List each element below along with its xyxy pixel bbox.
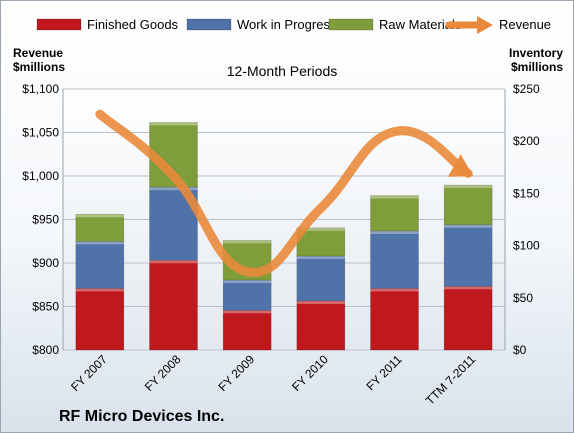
legend-swatch-raw-materials: [328, 18, 374, 31]
left-tick-label: $850: [32, 300, 59, 314]
bar-raw-materials-ttm-7-2011: [443, 184, 493, 226]
left-tick-label: $1,050: [22, 126, 59, 140]
bar-raw-materials-fy-2007: [75, 213, 125, 242]
bar-highlight: [149, 260, 198, 264]
bar-finished-goods-fy-2010: [296, 300, 346, 351]
right-axis-title-line1: Inventory: [509, 46, 563, 60]
left-tick-label: $800: [32, 343, 59, 357]
x-tick-label-ttm-7-2011: TTM 7-2011: [423, 352, 479, 408]
bar-highlight: [296, 256, 345, 260]
legend-arrow-icon: [477, 16, 493, 34]
right-tick-label: $150: [513, 186, 540, 200]
x-tick-label-fy-2011: FY 2011: [363, 352, 404, 393]
revenue-line: [95, 109, 473, 277]
chart-title: 12-Month Periods: [227, 63, 338, 79]
x-tick-label-fy-2008: FY 2008: [142, 352, 184, 394]
right-tick-label: $0: [513, 343, 527, 357]
right-tick-label: $250: [513, 82, 540, 96]
bar-highlight: [370, 195, 419, 199]
left-tick-label: $1,000: [22, 169, 59, 183]
x-tick-label-fy-2009: FY 2009: [215, 352, 257, 394]
bar-highlight: [223, 240, 272, 244]
bar-highlight: [223, 280, 272, 284]
bar-work-in-progress-ttm-7-2011: [443, 224, 493, 287]
bar-highlight: [75, 241, 124, 245]
company-name: RF Micro Devices Inc.: [59, 408, 224, 425]
bar-highlight: [149, 122, 198, 126]
bar-highlight: [296, 227, 345, 231]
left-axis-title-line1: Revenue: [13, 46, 63, 60]
bar-highlight: [149, 187, 198, 191]
right-axis-title-line2: $millions: [511, 60, 563, 74]
left-axis-title-line2: $millions: [13, 60, 65, 74]
bar-highlight: [370, 230, 419, 234]
left-tick-label: $1,100: [22, 82, 59, 96]
bar-highlight: [296, 300, 345, 304]
bar-highlight: [223, 310, 272, 314]
left-tick-label: $950: [32, 213, 59, 227]
legend-swatch-finished-goods: [36, 18, 82, 31]
right-tick-label: $50: [513, 291, 533, 305]
x-tick-label-fy-2010: FY 2010: [289, 352, 331, 394]
x-tick-label-fy-2007: FY 2007: [68, 352, 110, 394]
legend-swatch-work-in-progress: [186, 18, 232, 31]
right-tick-label: $200: [513, 134, 540, 148]
bar-finished-goods-fy-2011: [370, 288, 419, 351]
legend-label-finished-goods: Finished Goods: [87, 17, 179, 32]
bar-finished-goods-ttm-7-2011: [443, 286, 493, 351]
bar-highlight: [75, 214, 124, 218]
legend-label-work-in-progress: Work in Progress: [237, 17, 337, 32]
bar-highlight: [370, 288, 419, 292]
left-tick-label: $900: [32, 256, 59, 270]
bar-finished-goods-fy-2008: [149, 259, 198, 351]
bar-finished-goods-fy-2009: [222, 310, 272, 351]
bar-work-in-progress-fy-2009: [222, 279, 272, 311]
bar-raw-materials-fy-2011: [370, 195, 419, 232]
bar-work-in-progress-fy-2011: [370, 230, 419, 289]
bar-work-in-progress-fy-2010: [296, 255, 346, 302]
right-tick-label: $100: [513, 239, 540, 253]
legend-label-raw-materials: Raw Materials: [379, 17, 462, 32]
bar-work-in-progress-fy-2007: [75, 241, 125, 289]
bar-finished-goods-fy-2007: [75, 288, 125, 351]
legend-label-revenue: Revenue: [499, 17, 551, 32]
bar-highlight: [444, 224, 493, 228]
revenue-arrowhead: [447, 154, 474, 177]
bar-highlight: [444, 185, 493, 189]
bar-highlight: [75, 288, 124, 292]
bar-highlight: [444, 286, 493, 290]
